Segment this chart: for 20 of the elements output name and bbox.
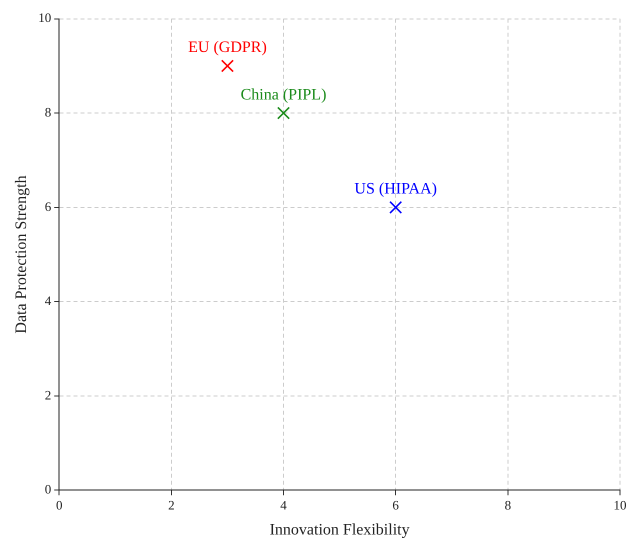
y-tick-label: 6	[44, 198, 52, 214]
y-tick-label: 10	[38, 10, 52, 26]
y-tick-label: 8	[44, 104, 52, 120]
x-tick-label: 6	[392, 497, 400, 512]
y-tick-label: 4	[44, 293, 52, 308]
x-tick-label: 0	[56, 497, 62, 512]
x-axis-title: Innovation Flexibility	[270, 522, 410, 539]
series-label: China (PIPL)	[240, 86, 326, 104]
x-tick-label: 4	[280, 497, 288, 512]
x-tick-label: 2	[168, 497, 175, 512]
point	[277, 106, 290, 120]
y-tick-label: 0	[44, 482, 52, 497]
y-tick-label: 2	[44, 387, 52, 402]
y-axis-title: Data Protection Strength	[12, 175, 30, 334]
point	[220, 59, 234, 72]
series-label: US (HIPAA)	[354, 180, 437, 198]
series-label: EU (GDPR)	[188, 39, 267, 56]
x-tick-label: 10	[614, 497, 626, 512]
x-tick-label: 8	[504, 497, 512, 512]
point	[389, 200, 402, 214]
